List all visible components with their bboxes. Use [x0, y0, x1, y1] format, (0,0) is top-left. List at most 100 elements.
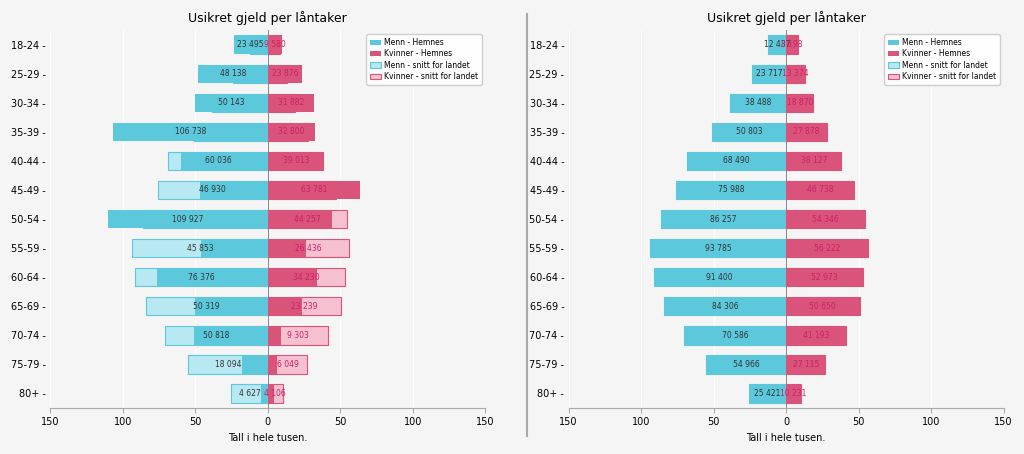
Bar: [786, 239, 867, 257]
Bar: [660, 210, 786, 228]
Text: 4 627: 4 627: [239, 389, 260, 398]
Bar: [268, 210, 332, 228]
Text: 50 818: 50 818: [204, 331, 229, 340]
Bar: [231, 384, 268, 403]
Bar: [250, 35, 268, 54]
Bar: [268, 94, 314, 113]
Text: 75 988: 75 988: [718, 186, 744, 194]
Text: 31 882: 31 882: [278, 99, 304, 108]
Text: 18 094: 18 094: [215, 360, 242, 369]
Bar: [198, 64, 268, 84]
Bar: [786, 64, 806, 84]
Bar: [676, 181, 786, 199]
X-axis label: Tall i hele tusen.: Tall i hele tusen.: [746, 433, 825, 443]
Bar: [768, 35, 786, 54]
Bar: [268, 384, 283, 403]
Bar: [268, 210, 347, 228]
Legend: Menn - Hemnes, Kvinner - Hemnes, Menn - snitt for landet, Kvinner - snitt for la: Menn - Hemnes, Kvinner - Hemnes, Menn - …: [885, 34, 999, 85]
Bar: [786, 181, 854, 199]
Bar: [261, 384, 268, 403]
Text: 93 785: 93 785: [705, 243, 731, 252]
Bar: [169, 152, 268, 170]
Bar: [268, 64, 287, 84]
Bar: [786, 384, 801, 403]
Text: 34 230: 34 230: [293, 272, 319, 281]
Bar: [268, 267, 317, 286]
Bar: [113, 123, 268, 141]
Bar: [195, 296, 268, 316]
Bar: [786, 210, 865, 228]
Text: 39 013: 39 013: [283, 157, 309, 165]
Text: 27 878: 27 878: [794, 128, 819, 137]
Bar: [786, 296, 859, 316]
Bar: [786, 64, 806, 84]
Bar: [268, 267, 345, 286]
Bar: [268, 239, 306, 257]
X-axis label: Tall i hele tusen.: Tall i hele tusen.: [228, 433, 307, 443]
Text: 13 374: 13 374: [782, 69, 809, 79]
Text: 48 138: 48 138: [220, 69, 246, 79]
Bar: [268, 35, 282, 54]
Bar: [268, 152, 324, 170]
Bar: [664, 296, 786, 316]
Bar: [750, 384, 786, 403]
Title: Usikret gjeld per låntaker: Usikret gjeld per låntaker: [707, 11, 865, 25]
Bar: [166, 326, 268, 345]
Bar: [109, 210, 268, 228]
Bar: [786, 94, 813, 113]
Bar: [268, 355, 307, 374]
Text: 56 222: 56 222: [814, 243, 840, 252]
Bar: [786, 326, 846, 345]
Bar: [132, 239, 268, 257]
Text: 70 586: 70 586: [722, 331, 749, 340]
Bar: [268, 326, 328, 345]
Bar: [687, 152, 786, 170]
Bar: [786, 94, 813, 113]
Bar: [196, 94, 268, 113]
Bar: [664, 296, 786, 316]
Bar: [713, 123, 786, 141]
Bar: [268, 94, 295, 113]
Bar: [195, 326, 268, 345]
Bar: [786, 35, 798, 54]
Bar: [181, 152, 268, 170]
Text: 23 495: 23 495: [238, 40, 264, 49]
Bar: [268, 181, 336, 199]
Text: 52 973: 52 973: [811, 272, 838, 281]
Bar: [684, 326, 786, 345]
Bar: [653, 267, 786, 286]
Text: 91 400: 91 400: [707, 272, 733, 281]
Bar: [242, 355, 268, 374]
Text: 106 738: 106 738: [175, 128, 206, 137]
Bar: [212, 94, 268, 113]
Bar: [786, 296, 859, 316]
Text: 86 257: 86 257: [711, 214, 737, 223]
Bar: [786, 123, 826, 141]
Bar: [268, 181, 360, 199]
Text: 9 303: 9 303: [287, 331, 308, 340]
Bar: [684, 326, 786, 345]
Bar: [786, 35, 798, 54]
Bar: [786, 267, 863, 286]
Bar: [660, 210, 786, 228]
Text: 10 231: 10 231: [780, 389, 807, 398]
Bar: [750, 384, 786, 403]
Text: 68 490: 68 490: [723, 157, 750, 165]
Bar: [786, 239, 867, 257]
Bar: [768, 35, 786, 54]
Bar: [268, 326, 282, 345]
Bar: [786, 326, 846, 345]
Text: 50 319: 50 319: [194, 301, 220, 311]
Text: 27 115: 27 115: [793, 360, 819, 369]
Bar: [786, 152, 842, 170]
Bar: [786, 384, 801, 403]
Text: 46 738: 46 738: [807, 186, 834, 194]
Bar: [268, 152, 325, 170]
Bar: [786, 152, 842, 170]
Bar: [200, 181, 268, 199]
Bar: [786, 355, 825, 374]
Bar: [687, 152, 786, 170]
Bar: [158, 181, 268, 199]
Text: 32 800: 32 800: [279, 128, 305, 137]
Bar: [752, 64, 786, 84]
